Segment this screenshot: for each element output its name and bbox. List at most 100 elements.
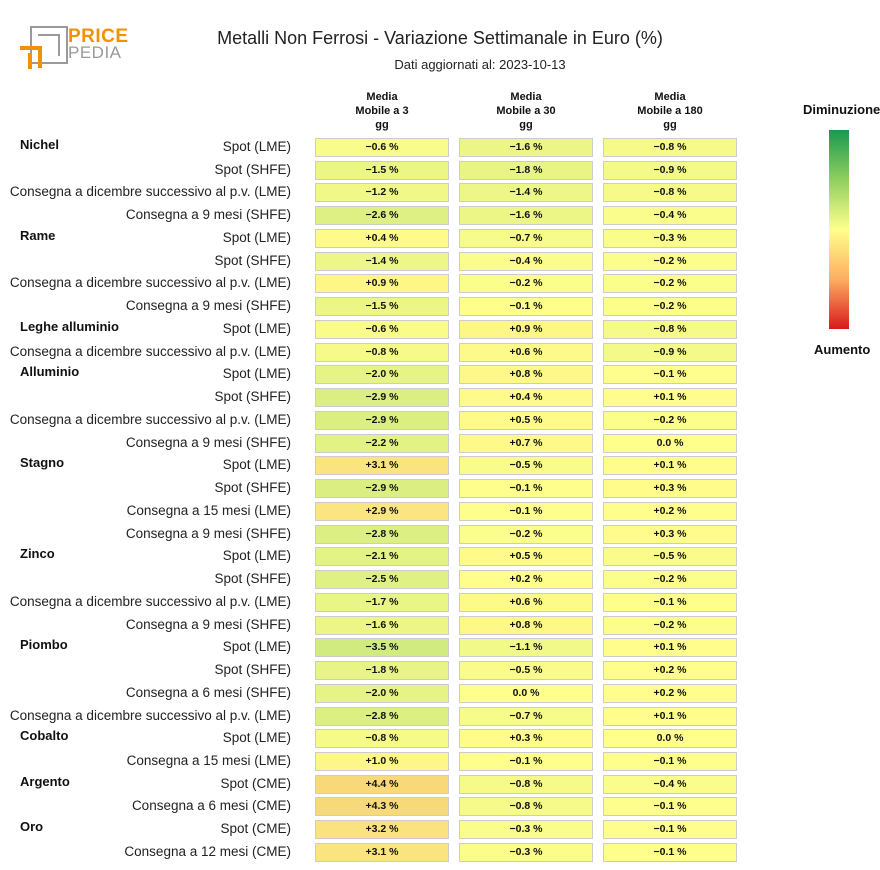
row-label: Consegna a 9 mesi (SHFE) [125, 616, 291, 632]
heatmap-cell: −0.1 % [603, 820, 737, 840]
row-label: Consegna a 9 mesi (SHFE) [125, 434, 291, 450]
heatmap-cell: −1.1 % [459, 638, 593, 658]
metal-group-label: Argento [20, 773, 70, 789]
heatmap-cell: −0.2 % [603, 274, 737, 294]
heatmap-cell: +0.1 % [603, 706, 737, 726]
color-scale-legend [829, 130, 849, 329]
heatmap-cell: −0.1 % [459, 479, 593, 499]
heatmap-cell: +0.4 % [315, 228, 449, 248]
row-label: Consegna a 9 mesi (SHFE) [125, 525, 291, 541]
heatmap-cell: −0.1 % [603, 797, 737, 817]
heatmap-cell: +0.6 % [459, 592, 593, 612]
heatmap-cell: −0.2 % [603, 570, 737, 590]
column-header: Media Mobile a 30 gg [496, 91, 556, 131]
heatmap-cell: −1.7 % [315, 592, 449, 612]
heatmap-cell: −0.6 % [315, 319, 449, 339]
heatmap-cell: +0.1 % [603, 388, 737, 408]
row-label: Consegna a 12 mesi (CME) [124, 843, 291, 859]
heatmap-cell: −0.9 % [603, 160, 737, 180]
row-label: Spot (CME) [220, 775, 291, 791]
heatmap-cell: +0.2 % [603, 661, 737, 681]
heatmap-cell: +0.1 % [603, 456, 737, 476]
row-label: Consegna a dicembre successivo al p.v. (… [9, 411, 291, 427]
heatmap-cell: +0.6 % [459, 342, 593, 362]
heatmap-cell: +1.0 % [315, 751, 449, 771]
row-label: Consegna a 6 mesi (CME) [131, 798, 291, 814]
heatmap-cell: −0.4 % [603, 774, 737, 794]
heatmap-cell: −0.9 % [603, 342, 737, 362]
heatmap-cell: −0.4 % [603, 206, 737, 226]
heatmap-cell: −1.2 % [315, 183, 449, 203]
heatmap-cell: −1.8 % [459, 160, 593, 180]
heatmap-cell: −2.8 % [315, 706, 449, 726]
heatmap-cell: −0.2 % [603, 410, 737, 430]
logo-text-price: PRICE [68, 26, 129, 47]
heatmap-cell: −0.8 % [459, 797, 593, 817]
heatmap-cell: −0.5 % [603, 547, 737, 567]
heatmap-cell: −0.2 % [603, 251, 737, 271]
heatmap-cell: −0.8 % [315, 729, 449, 749]
metal-group-label: Alluminio [20, 364, 80, 380]
logo-text-pedia: PEDIA [68, 43, 122, 62]
heatmap-cell: +0.2 % [459, 570, 593, 590]
row-label: Spot (SHFE) [214, 252, 291, 268]
metal-group-label: Rame [20, 227, 56, 243]
heatmap-cell: −0.4 % [459, 251, 593, 271]
heatmap-cell: +0.5 % [459, 547, 593, 567]
row-label: Spot (SHFE) [214, 161, 291, 177]
row-label: Consegna a dicembre successivo al p.v. (… [9, 343, 291, 359]
row-label: Consegna a 6 mesi (SHFE) [125, 684, 291, 700]
heatmap-cell: +0.4 % [459, 388, 593, 408]
heatmap-cell: +0.3 % [459, 729, 593, 749]
heatmap-cell: +0.5 % [459, 410, 593, 430]
heatmap-cell: −0.3 % [603, 228, 737, 248]
heatmap-cell: −0.1 % [459, 501, 593, 521]
heatmap-cell: −2.9 % [315, 410, 449, 430]
heatmap-cell: 0.0 % [603, 433, 737, 453]
heatmap-cell: +0.9 % [459, 319, 593, 339]
row-label: Spot (SHFE) [214, 571, 291, 587]
heatmap-cell: −2.5 % [315, 570, 449, 590]
heatmap-cell: +0.2 % [603, 501, 737, 521]
chart-title: Metalli Non Ferrosi - Variazione Settima… [217, 28, 663, 48]
heatmap-cell: −0.1 % [603, 365, 737, 385]
heatmap-cell: −2.6 % [315, 206, 449, 226]
heatmap-cell: −1.5 % [315, 297, 449, 317]
column-header: Media Mobile a 180 gg [637, 91, 703, 131]
metal-group-label: Leghe alluminio [20, 318, 119, 334]
heatmap-cell: +0.2 % [603, 683, 737, 703]
heatmap-cell: −0.1 % [603, 592, 737, 612]
metal-group-label: Zinco [20, 546, 55, 562]
row-label: Spot (SHFE) [214, 662, 291, 678]
heatmap-cell: +3.1 % [315, 842, 449, 862]
heatmap-cell: −0.3 % [459, 820, 593, 840]
heatmap-cell: −1.6 % [459, 206, 593, 226]
row-label: Spot (LME) [222, 457, 291, 473]
heatmap-cell: −0.5 % [459, 661, 593, 681]
heatmap-cell: +0.3 % [603, 479, 737, 499]
heatmap-cell: −1.4 % [459, 183, 593, 203]
heatmap-cell: +0.9 % [315, 274, 449, 294]
heatmap-cell: +2.9 % [315, 501, 449, 521]
chart-subtitle: Dati aggiornati al: 2023-10-13 [394, 57, 566, 72]
heatmap-cell: +3.1 % [315, 456, 449, 476]
heatmap-cell: −1.6 % [459, 138, 593, 157]
heatmap-cell: −0.8 % [603, 138, 737, 157]
heatmap-cell: −2.0 % [315, 365, 449, 385]
row-label: Spot (SHFE) [214, 389, 291, 405]
heatmap-cell: −0.8 % [315, 342, 449, 362]
heatmap-cell: −0.8 % [459, 774, 593, 794]
row-label: Consegna a 15 mesi (LME) [126, 752, 291, 768]
metal-group-label: Piombo [20, 637, 68, 653]
heatmap-cell: +0.8 % [459, 615, 593, 635]
heatmap-cell: −0.7 % [459, 228, 593, 248]
row-label: Spot (SHFE) [214, 480, 291, 496]
column-header: Media Mobile a 3 gg [355, 91, 409, 131]
heatmap-cell: −0.1 % [459, 751, 593, 771]
heatmap-cell: +4.4 % [315, 774, 449, 794]
heatmap-cell: −0.2 % [459, 274, 593, 294]
heatmap-cell: 0.0 % [603, 729, 737, 749]
heatmap-cell: −1.6 % [315, 615, 449, 635]
row-label: Spot (LME) [222, 139, 291, 154]
legend-label-decrease: Diminuzione [803, 102, 880, 117]
